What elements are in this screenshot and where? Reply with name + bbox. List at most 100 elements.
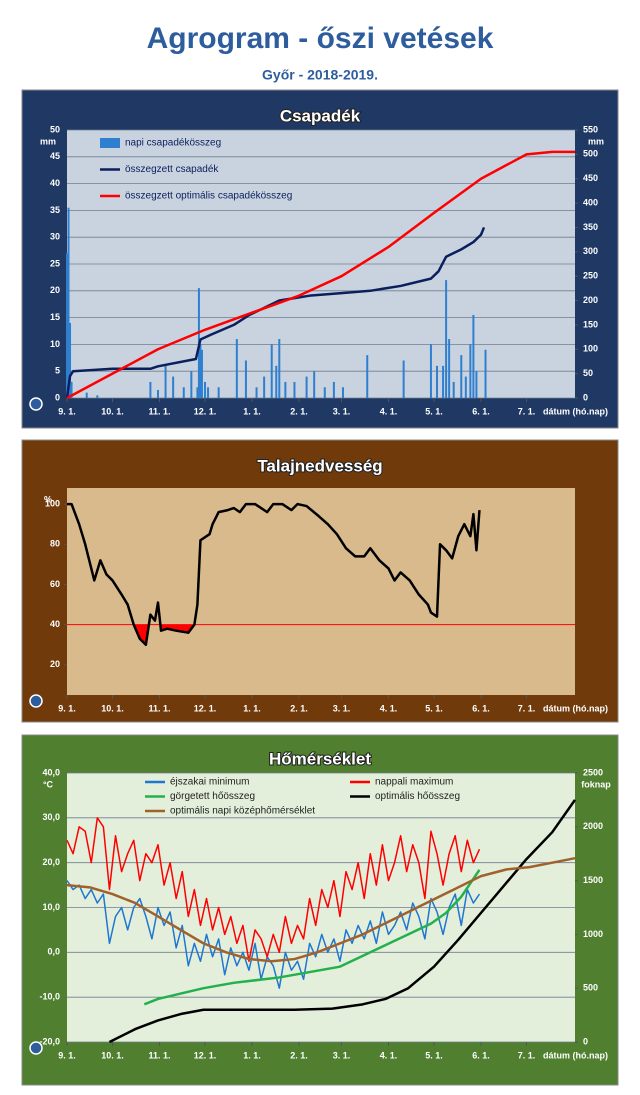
- chart-title: Csapadék: [280, 106, 361, 125]
- y2-tick-label: 200: [583, 295, 598, 305]
- legend-label: nappali maximum: [375, 777, 453, 788]
- line: [65, 226, 486, 399]
- y2-tick-label: 2500: [583, 767, 603, 777]
- bar: [284, 381, 287, 398]
- line: [143, 869, 481, 1006]
- x-tick-label: 4. 1.: [380, 703, 398, 713]
- legend-label: összegzett csapadék: [125, 164, 219, 175]
- x-tick-label: 10. 1.: [101, 406, 124, 416]
- y2-tick-label: 450: [583, 173, 598, 183]
- bar: [85, 392, 88, 398]
- bar: [323, 387, 326, 398]
- y-tick-label: 40: [50, 619, 60, 629]
- x-axis-label: dátum (hó.nap): [543, 703, 608, 713]
- bar: [305, 376, 308, 398]
- y2-tick-label: 350: [583, 222, 598, 232]
- bar: [182, 387, 185, 398]
- y-tick-label: 40: [50, 178, 60, 188]
- x-tick-label: 7. 1.: [518, 1050, 536, 1060]
- bar: [469, 344, 472, 398]
- line: [108, 799, 577, 1044]
- legend-label: napi csapadékösszeg: [125, 138, 221, 149]
- y2-axis-label: foknap: [581, 779, 611, 789]
- below-threshold-area: [133, 624, 195, 645]
- y-tick-label: 25: [50, 258, 60, 268]
- y2-tick-label: 500: [583, 983, 598, 993]
- y-tick-label: -10,0: [39, 992, 60, 1002]
- x-tick-label: 10. 1.: [101, 703, 124, 713]
- bar: [149, 381, 152, 398]
- x-tick-label: 3. 1.: [333, 1050, 351, 1060]
- bar: [366, 355, 369, 398]
- x-tick-label: 2. 1.: [290, 703, 308, 713]
- bar: [475, 371, 478, 398]
- y-tick-label: 30,0: [42, 812, 60, 822]
- logo: [29, 397, 43, 411]
- y-tick-label: 10: [50, 339, 60, 349]
- bar: [442, 365, 445, 398]
- y-tick-label: 0,0: [47, 947, 60, 957]
- bar: [460, 355, 463, 398]
- bar: [263, 376, 266, 398]
- y2-tick-label: 2000: [583, 821, 603, 831]
- bar: [448, 339, 451, 398]
- bar: [293, 381, 296, 398]
- bar: [190, 371, 193, 398]
- y-tick-label: 20: [50, 285, 60, 295]
- y2-tick-label: 1000: [583, 929, 603, 939]
- bar: [464, 376, 467, 398]
- bar: [199, 344, 202, 398]
- line: [66, 856, 576, 963]
- legend-label: optimális napi középhőmérséklet: [170, 806, 315, 817]
- bar: [203, 381, 206, 398]
- x-tick-label: 12. 1.: [194, 406, 217, 416]
- bar: [445, 280, 448, 398]
- y-tick-label: 0: [55, 392, 60, 402]
- bar: [66, 253, 68, 398]
- bar: [196, 387, 199, 398]
- x-tick-label: 10. 1.: [101, 1050, 124, 1060]
- y-tick-label: 50: [50, 124, 60, 134]
- x-tick-label: 5. 1.: [425, 1050, 443, 1060]
- y2-tick-label: 150: [583, 319, 598, 329]
- y2-tick-label: 0: [583, 392, 588, 402]
- bar: [341, 387, 344, 398]
- bar: [70, 381, 73, 398]
- x-tick-label: 2. 1.: [290, 1050, 308, 1060]
- y-tick-label: 5: [55, 366, 60, 376]
- bar: [207, 387, 210, 398]
- y2-tick-label: 50: [583, 368, 593, 378]
- x-tick-label: 5. 1.: [425, 406, 443, 416]
- x-tick-label: 7. 1.: [518, 703, 536, 713]
- bar: [96, 395, 99, 398]
- y-tick-label: 15: [50, 312, 60, 322]
- y-tick-label: 10,0: [42, 902, 60, 912]
- line: [66, 817, 481, 963]
- plot-area: [67, 488, 575, 695]
- x-tick-label: 1. 1.: [243, 1050, 261, 1060]
- x-axis-label: dátum (hó.nap): [543, 1050, 608, 1060]
- y2-tick-label: 400: [583, 197, 598, 207]
- legend-label: éjszakai minimum: [170, 777, 249, 788]
- x-tick-label: 6. 1.: [472, 703, 490, 713]
- y2-tick-label: 550: [583, 124, 598, 134]
- y-tick-label: 100: [45, 498, 60, 508]
- bar: [313, 371, 316, 398]
- logo: [29, 1041, 43, 1055]
- bar: [164, 365, 167, 398]
- x-tick-label: 11. 1.: [148, 703, 170, 713]
- y-tick-label: 30: [50, 232, 60, 242]
- bar: [69, 322, 72, 398]
- bar: [67, 207, 70, 398]
- bar: [217, 387, 220, 398]
- x-tick-label: 1. 1.: [243, 406, 261, 416]
- x-axis-label: dátum (hó.nap): [543, 406, 608, 416]
- x-tick-label: 11. 1.: [148, 1050, 170, 1060]
- bar: [429, 344, 432, 398]
- legend-swatch: [100, 138, 120, 148]
- x-tick-label: 6. 1.: [472, 406, 490, 416]
- page-subtitle: Győr - 2018-2019.: [262, 67, 378, 83]
- bar: [244, 360, 247, 398]
- y-tick-label: 40,0: [42, 767, 60, 777]
